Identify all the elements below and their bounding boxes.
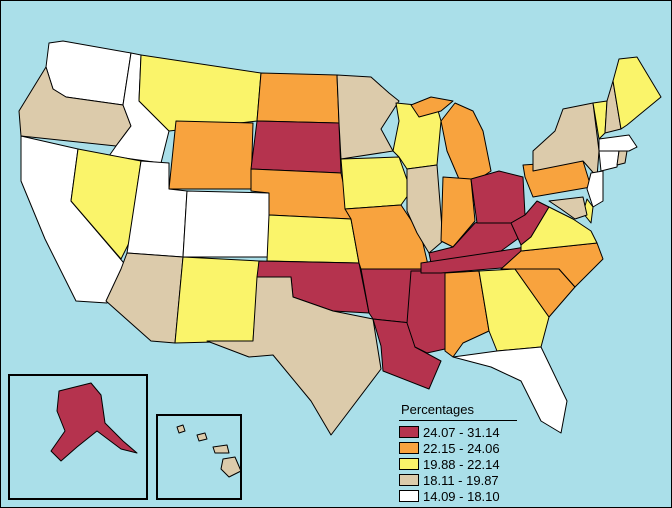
legend-swatch xyxy=(399,458,419,470)
legend-divider xyxy=(399,420,517,421)
legend-label: 14.09 - 18.10 xyxy=(423,488,500,504)
state-ak xyxy=(50,382,138,462)
state-nj xyxy=(586,170,604,208)
legend-row: 19.88 - 22.14 xyxy=(399,456,517,472)
state-ia xyxy=(340,156,412,210)
legend-row: 22.15 - 24.06 xyxy=(399,440,517,456)
state-ri xyxy=(616,150,628,166)
legend-row: 14.09 - 18.10 xyxy=(399,488,517,504)
state-nv xyxy=(70,148,142,260)
legend-swatch xyxy=(399,490,419,502)
legend-label: 24.07 - 31.14 xyxy=(423,424,500,440)
state-ma xyxy=(598,134,638,152)
legend-swatch xyxy=(399,474,419,486)
state-tx xyxy=(206,276,382,436)
state-co xyxy=(182,190,270,258)
state-mt xyxy=(138,54,262,132)
state-va xyxy=(520,206,598,252)
state-sd xyxy=(250,120,342,174)
state-mi xyxy=(410,96,492,180)
state-mn xyxy=(336,74,400,160)
state-hi xyxy=(176,424,242,478)
state-ct xyxy=(598,150,620,172)
state-nm xyxy=(174,256,260,344)
legend-row: 18.11 - 19.87 xyxy=(399,472,517,488)
state-fl xyxy=(452,346,568,434)
alaska-inset-frame xyxy=(8,374,148,500)
state-ks xyxy=(266,214,360,264)
hawaii-inset-frame xyxy=(156,414,242,500)
state-nd xyxy=(256,72,340,124)
state-in xyxy=(440,176,476,248)
legend-label: 19.88 - 22.14 xyxy=(423,456,500,472)
legend-swatch xyxy=(399,426,419,438)
legend-label: 18.11 - 19.87 xyxy=(423,472,499,488)
state-me xyxy=(612,56,662,130)
legend-swatch xyxy=(399,442,419,454)
legend: Percentages 24.07 - 31.14 22.15 - 24.06 … xyxy=(399,401,517,504)
state-oh xyxy=(470,170,526,224)
legend-row: 24.07 - 31.14 xyxy=(399,424,517,440)
legend-label: 22.15 - 24.06 xyxy=(423,440,500,456)
state-wy xyxy=(168,120,254,190)
state-ms xyxy=(406,270,446,354)
legend-title: Percentages xyxy=(401,402,474,417)
state-md xyxy=(548,196,588,220)
